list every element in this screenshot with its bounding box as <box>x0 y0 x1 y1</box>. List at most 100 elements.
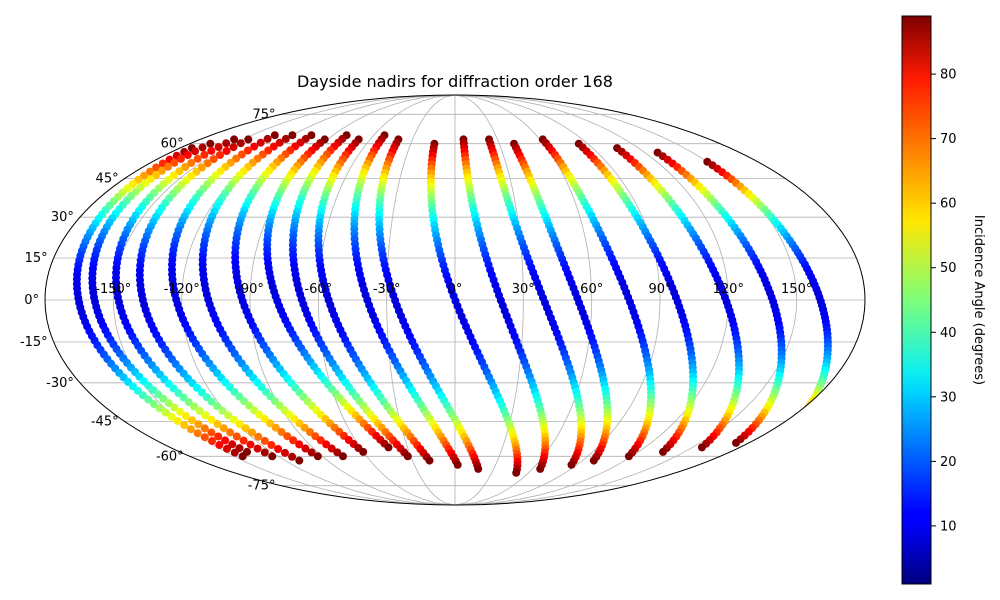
nadir-point <box>260 436 269 445</box>
nadir-point <box>138 391 147 400</box>
nadir-point <box>260 448 269 457</box>
nadir-point <box>200 433 209 442</box>
nadir-point <box>222 139 231 148</box>
ground-track <box>263 135 393 452</box>
nadir-point <box>184 398 193 407</box>
nadir-point <box>327 444 336 453</box>
nadir-point <box>300 423 309 432</box>
longitude-tick-label: 120° <box>713 282 744 297</box>
nadir-point <box>181 163 190 171</box>
nadir-point <box>474 464 483 473</box>
nadir-point <box>194 420 203 429</box>
nadir-point <box>229 143 238 152</box>
nadir-point <box>322 440 331 449</box>
longitude-ticks: -150° -120° -90° -60° -30° 0° 30° 60° 90° 120° 150… <box>95 282 812 297</box>
nadir-point <box>275 138 284 147</box>
nadir-point <box>207 397 216 406</box>
nadir-point <box>283 432 292 441</box>
nadir-point <box>186 425 195 434</box>
nadir-point <box>307 131 316 140</box>
latitude-tick-label: -30° <box>46 376 74 391</box>
ground-track <box>375 135 483 473</box>
nadir-point <box>235 444 244 453</box>
nadir-point <box>140 171 148 180</box>
nadir-point <box>202 393 211 402</box>
nadir-point <box>216 151 224 159</box>
nadir-point <box>195 406 204 415</box>
ground-track <box>231 131 368 456</box>
nadir-point <box>221 436 230 445</box>
nadir-point <box>193 154 202 163</box>
nadir-point <box>214 143 223 151</box>
nadir-point <box>244 135 253 144</box>
nadir-point <box>201 411 210 420</box>
nadir-point <box>157 166 166 175</box>
nadir-point <box>787 422 796 431</box>
nadir-point <box>164 162 172 171</box>
nadir-point <box>243 146 252 155</box>
nadir-point <box>176 154 185 163</box>
latitude-tick-label: 15° <box>25 251 48 266</box>
ground-track <box>88 139 251 456</box>
latitude-tick-label: 75° <box>252 107 275 122</box>
ground-track <box>538 135 655 461</box>
latitude-tick-label: 45° <box>96 172 119 187</box>
meridian-gridline <box>454 94 798 506</box>
colorbar-tick-label: 50 <box>940 261 957 276</box>
latitude-ticks: 75° 60° 45° 30° 15° 0° -15° -30° -45° -60° -75° <box>20 107 276 493</box>
nadir-point <box>263 134 272 143</box>
nadir-point <box>203 159 212 168</box>
nadir-point <box>183 151 192 159</box>
colorbar-tick-label: 30 <box>940 390 957 405</box>
ground-track <box>314 135 434 465</box>
nadir-point <box>169 171 178 180</box>
nadir-point <box>209 155 218 164</box>
ground-track <box>135 135 304 465</box>
longitude-tick-label: -30° <box>373 282 401 297</box>
latitude-tick-label: 0° <box>24 293 39 308</box>
nadir-point <box>218 406 227 415</box>
nadir-point <box>146 167 154 176</box>
nadir-point <box>200 424 209 433</box>
nadir-point <box>159 394 168 403</box>
nadir-point <box>659 447 667 456</box>
nadir-point <box>589 456 598 465</box>
nadir-point <box>253 444 262 453</box>
mollweide-map: -150° -120° -90° -60° -30° 0° 30° 60° 90° 120° 150… <box>20 94 866 506</box>
nadir-point <box>176 407 185 416</box>
nadir-point <box>239 436 248 445</box>
nadir-point <box>316 436 325 445</box>
nadir-point <box>277 428 286 436</box>
nadir-point <box>230 135 239 144</box>
nadir-point <box>180 421 189 430</box>
nadir-point <box>333 448 342 457</box>
ground-track <box>426 139 522 477</box>
latitude-tick-label: 60° <box>161 137 184 152</box>
nadir-point <box>188 416 197 425</box>
ground-track <box>653 148 786 447</box>
nadir-point <box>187 158 196 167</box>
longitude-tick-label: -150° <box>95 282 131 297</box>
nadir-point <box>223 444 231 453</box>
nadir-point <box>289 436 298 445</box>
nadir-point <box>179 393 188 402</box>
ground-track <box>510 139 612 465</box>
longitude-tick-label: -90° <box>236 282 264 297</box>
chart-title: Dayside nadirs for diffraction order 168 <box>297 72 613 91</box>
colorbar-label: Incidence Angle (degrees) <box>971 215 986 385</box>
nadir-point <box>783 426 792 434</box>
nadir-point <box>200 150 209 159</box>
nadir-point <box>191 147 199 156</box>
nadir-point <box>301 444 310 453</box>
nadir-point <box>173 416 182 425</box>
latitude-tick-label: -45° <box>91 414 119 429</box>
nadir-point <box>256 138 265 147</box>
map-outline <box>44 94 866 506</box>
nadir-point <box>425 456 434 465</box>
nadir-point <box>295 456 304 465</box>
nadir-point <box>213 402 222 411</box>
nadir-point <box>339 452 347 461</box>
nadir-point <box>206 139 215 148</box>
nadir-point <box>190 402 199 411</box>
